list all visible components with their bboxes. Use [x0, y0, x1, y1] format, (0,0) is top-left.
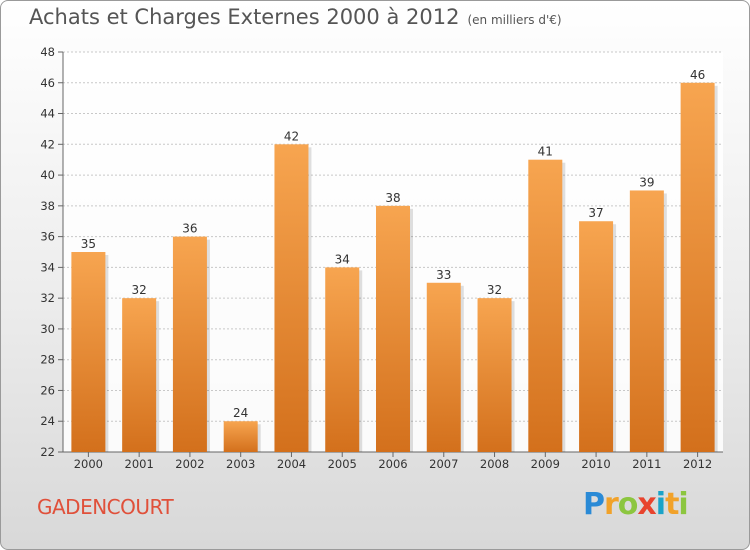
y-tick-label: 32	[40, 291, 55, 305]
data-label: 39	[639, 175, 654, 189]
y-tick-label: 40	[40, 168, 55, 182]
chart-title: Achats et Charges Externes 2000 à 2012 (e…	[29, 5, 562, 29]
y-tick-label: 36	[40, 230, 55, 244]
bar	[426, 282, 461, 452]
x-tick-label: 2005	[328, 457, 357, 471]
data-label: 37	[588, 206, 603, 220]
bar	[477, 298, 512, 452]
bar	[376, 205, 410, 452]
x-tick-label: 2009	[531, 457, 560, 471]
x-tick-label: 2004	[277, 457, 306, 471]
bar	[528, 159, 563, 452]
bar	[325, 267, 360, 452]
y-tick-label: 24	[40, 414, 55, 428]
bar	[680, 82, 715, 453]
y-tick-label: 42	[40, 137, 55, 151]
data-label: 46	[690, 68, 705, 82]
commune-name: GADENCOURT	[37, 495, 174, 519]
y-tick-label: 28	[40, 353, 55, 367]
y-tick-label: 48	[40, 45, 55, 59]
y-tick-label: 26	[40, 383, 55, 397]
proxiti-logo[interactable]: Proxiti	[583, 487, 689, 522]
bar	[579, 221, 614, 452]
data-label: 34	[335, 252, 350, 266]
y-tick-label: 22	[40, 445, 55, 459]
chart-subtitle: (en milliers d'€)	[467, 13, 562, 27]
data-label: 36	[182, 222, 197, 236]
x-tick-label: 2007	[429, 457, 458, 471]
bar	[122, 298, 157, 452]
x-tick-label: 2000	[74, 457, 103, 471]
data-label: 42	[284, 129, 299, 143]
bar	[223, 421, 258, 452]
y-tick-label: 38	[40, 199, 55, 213]
bar	[71, 252, 106, 452]
x-tick-label: 2012	[683, 457, 712, 471]
y-tick-label: 44	[40, 107, 55, 121]
data-label: 33	[436, 268, 451, 282]
bar	[274, 144, 309, 453]
x-tick-label: 2011	[632, 457, 661, 471]
data-label: 35	[81, 237, 96, 251]
x-tick-label: 2006	[378, 457, 407, 471]
data-label: 41	[538, 145, 553, 159]
x-tick-label: 2002	[175, 457, 204, 471]
bar	[629, 190, 664, 452]
x-tick-label: 2001	[125, 457, 154, 471]
x-tick-label: 2010	[581, 457, 610, 471]
data-label: 32	[132, 283, 147, 297]
data-label: 32	[487, 283, 502, 297]
y-tick-label: 34	[40, 260, 55, 274]
y-tick-label: 30	[40, 322, 55, 336]
y-tick-label: 46	[40, 76, 55, 90]
title-text: Achats et Charges Externes 2000 à 2012	[29, 5, 460, 29]
x-tick-label: 2008	[480, 457, 509, 471]
bar	[172, 236, 207, 452]
data-label: 24	[233, 406, 248, 420]
data-label: 38	[385, 191, 400, 205]
x-tick-label: 2003	[226, 457, 255, 471]
